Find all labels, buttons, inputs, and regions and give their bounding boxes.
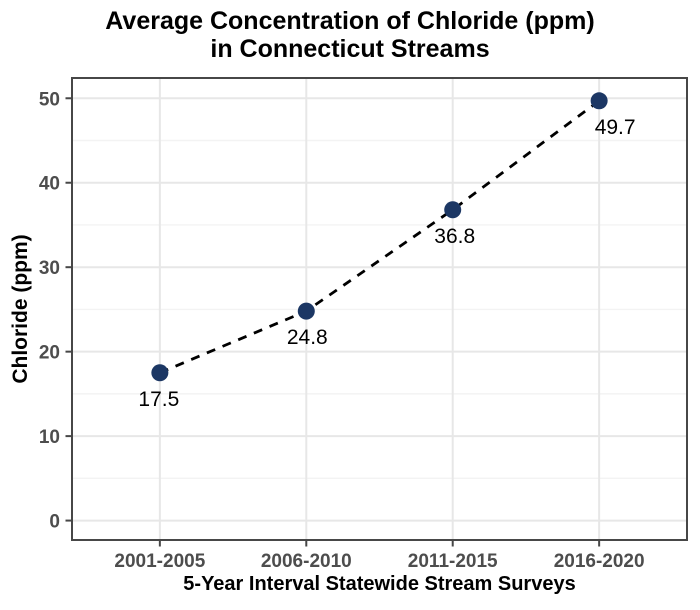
x-tick-label: 2006-2010 [261,551,352,572]
data-point [297,302,315,320]
x-tick-label: 2001-2005 [114,551,205,572]
y-tick-label: 0 [49,512,60,533]
x-tick-label: 2011-2015 [408,551,498,572]
chart-title-line1: Average Concentration of Chloride (ppm) [105,7,595,35]
data-point-label: 17.5 [138,388,179,411]
y-tick-label: 10 [39,427,60,448]
chart-title-line2: in Connecticut Streams [210,35,490,63]
data-point [151,364,169,382]
chart-title: Average Concentration of Chloride (ppm) … [0,7,700,63]
data-point-label: 24.8 [287,326,328,349]
x-axis-title: 5-Year Interval Statewide Stream Surveys [183,573,576,595]
data-point-label: 49.7 [595,116,636,139]
panel-border [71,77,688,541]
x-tick-label: 2016-2020 [554,551,645,572]
y-tick-label: 40 [39,174,60,195]
data-point-label: 36.8 [434,225,475,248]
data-point [590,92,608,110]
y-tick-label: 50 [39,89,60,110]
data-point [444,201,462,219]
trend-line [159,99,600,375]
y-tick-label: 30 [39,258,60,279]
y-tick-label: 20 [39,343,60,364]
